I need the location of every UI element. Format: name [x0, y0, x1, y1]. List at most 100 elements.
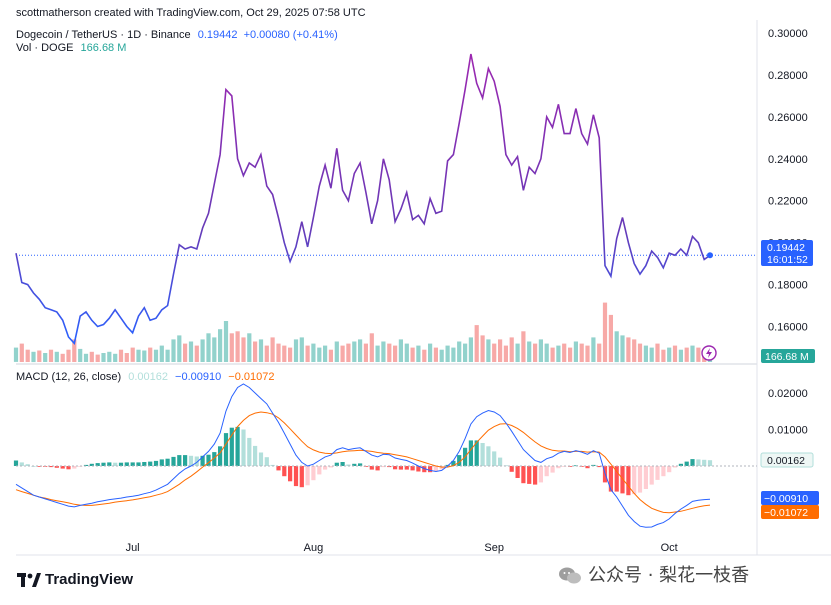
- volume-bar: [194, 345, 199, 362]
- volume-bar: [171, 339, 176, 362]
- price-axis-tick: 0.18000: [768, 280, 808, 292]
- volume-bar: [422, 349, 427, 362]
- volume-bar: [538, 339, 543, 362]
- watermark: 公众号 · 梨花一枝香: [558, 561, 749, 587]
- volume-bar: [60, 353, 65, 362]
- volume-bar: [620, 335, 625, 363]
- volume-bar: [323, 345, 328, 362]
- volume-bar: [573, 341, 578, 362]
- volume-label[interactable]: Vol · DOGE: [16, 42, 74, 54]
- volume-bar: [78, 348, 83, 362]
- macd-histogram-bar: [188, 455, 194, 466]
- volume-bar: [124, 353, 129, 362]
- volume-bar: [83, 353, 89, 362]
- volume-bar: [288, 347, 293, 362]
- volume-bar: [159, 345, 164, 362]
- volume-bar: [398, 339, 403, 362]
- macd-histogram-bar: [13, 460, 19, 466]
- volume-bar: [562, 343, 567, 362]
- macd-histogram-bar: [124, 462, 129, 466]
- macd-histogram-bar: [468, 440, 473, 466]
- macd-histogram-bar: [72, 466, 77, 469]
- macd-histogram-bar: [305, 466, 310, 486]
- macd-histogram-bar: [620, 466, 625, 494]
- symbol-header: Dogecoin / TetherUS · 1D · Binance 0.194…: [16, 29, 338, 41]
- volume-bar: [235, 331, 240, 363]
- macd-axis-tick: 0.01000: [768, 425, 808, 437]
- volume-bar: [457, 341, 462, 362]
- macd-histogram-bar: [223, 433, 229, 466]
- volume-bar: [521, 331, 526, 363]
- volume-bar: [439, 349, 444, 362]
- volume-bar: [416, 345, 421, 362]
- volume-bar: [293, 339, 299, 362]
- volume-bar: [381, 341, 386, 362]
- macd-histogram-bar: [165, 458, 170, 466]
- volume-bar: [334, 341, 339, 362]
- macd-histogram-bar: [521, 466, 526, 484]
- volume-bar: [527, 341, 532, 362]
- macd-histogram-bar: [136, 462, 141, 466]
- volume-bar: [672, 345, 678, 362]
- volume-bar: [247, 333, 252, 362]
- volume-bar: [72, 339, 77, 362]
- volume-bar: [212, 337, 217, 362]
- macd-histogram-bar: [247, 437, 252, 466]
- macd-histogram-bar: [183, 455, 188, 466]
- macd-label[interactable]: MACD (12, 26, close): [16, 371, 122, 383]
- macd-histogram-bar: [661, 466, 666, 477]
- volume-bar: [48, 349, 54, 362]
- volume-bar: [451, 347, 456, 362]
- macd-histogram-bar: [282, 466, 287, 477]
- tradingview-logo-icon: [17, 573, 41, 588]
- volume-bar: [136, 349, 141, 362]
- volume-bar: [19, 343, 24, 362]
- volume-bar: [550, 347, 555, 362]
- volume-bar: [480, 335, 485, 363]
- macd-histogram-bar: [492, 451, 497, 466]
- symbol-title[interactable]: Dogecoin / TetherUS · 1D · Binance: [16, 29, 191, 41]
- macd-histogram-bar: [393, 466, 398, 470]
- macd-histogram-bar: [200, 455, 205, 466]
- volume-bar: [544, 343, 549, 362]
- macd-histogram-bar: [486, 446, 491, 466]
- macd-histogram-bar: [678, 463, 683, 466]
- macd-histogram-bar: [107, 462, 112, 466]
- volume-bar: [165, 349, 170, 362]
- macd-histogram-bar: [229, 427, 234, 466]
- macd-histogram-bar: [608, 466, 613, 492]
- macd-histogram-bar: [398, 466, 403, 470]
- last-price-dot: [707, 252, 713, 259]
- macd-histogram-bar: [253, 445, 258, 466]
- volume-bar: [13, 347, 19, 362]
- macd-histogram-bar: [159, 459, 164, 466]
- volume-bar: [533, 343, 538, 362]
- volume-tag-value: 166.68 M: [765, 351, 809, 363]
- lightning-icon[interactable]: [701, 345, 717, 361]
- last-price: 0.19442: [197, 29, 238, 41]
- volume-bar: [188, 341, 194, 362]
- signal-line-tag-value: −0.01072: [764, 507, 808, 519]
- volume-bar: [89, 351, 94, 363]
- volume-bar: [643, 345, 648, 362]
- macd-histogram-bar: [457, 455, 462, 466]
- signal-value: −0.01072: [228, 371, 275, 383]
- macd-histogram-bar: [509, 466, 514, 472]
- macd-hist-value: 0.00162: [128, 371, 168, 383]
- macd-histogram-bar: [83, 464, 89, 466]
- macd-histogram: [13, 426, 713, 496]
- macd-histogram-bar: [556, 466, 561, 469]
- volume-bar: [206, 333, 211, 362]
- macd-histogram-bar: [54, 466, 59, 468]
- macd-line-tag-value: −0.00910: [764, 493, 808, 505]
- macd-histogram-bar: [194, 456, 199, 466]
- macd-histogram-bar: [241, 429, 246, 466]
- price-axis-tick: 0.30000: [768, 28, 808, 40]
- price-axis-tick: 0.22000: [768, 196, 808, 208]
- volume-bar: [305, 345, 310, 362]
- macd-histogram-bar: [148, 461, 153, 466]
- volume-bar: [153, 349, 159, 362]
- macd-histogram-bar: [37, 466, 42, 467]
- tradingview-logo[interactable]: TradingView: [17, 571, 133, 588]
